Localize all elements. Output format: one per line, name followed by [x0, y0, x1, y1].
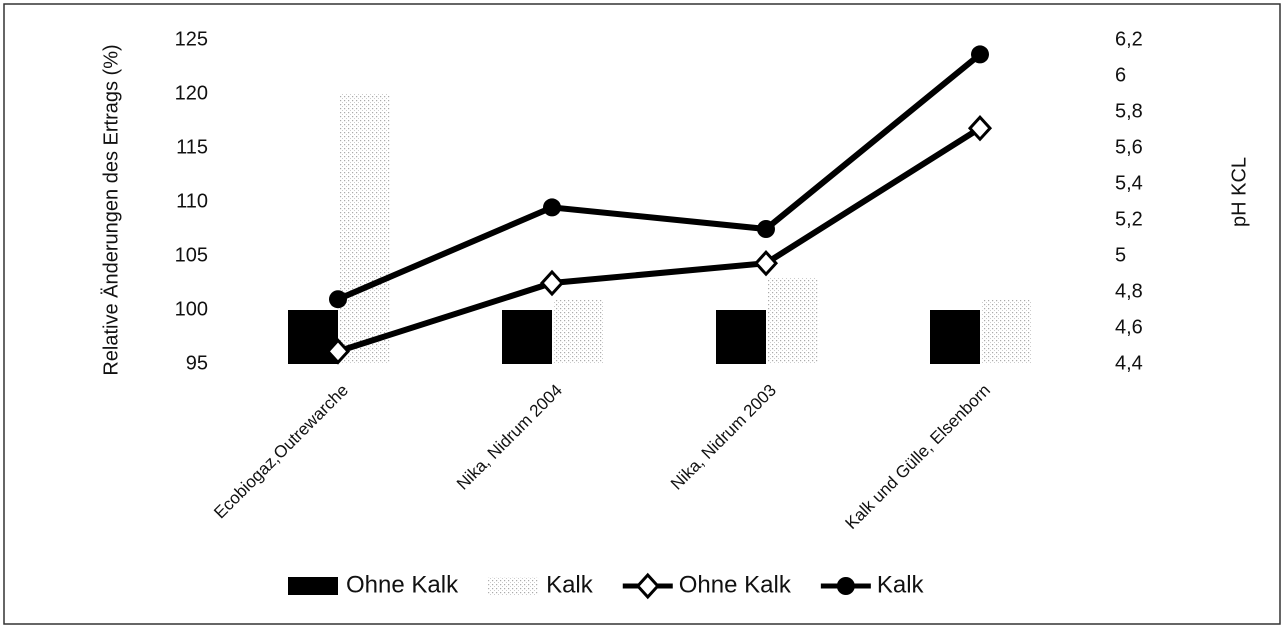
- y2-tick-label: 5,4: [1115, 172, 1143, 194]
- x-tick-label: Ecobiogaz,Outrewarche: [210, 381, 352, 523]
- y2-tick-label: 5: [1115, 244, 1126, 266]
- circle-marker: [836, 577, 855, 595]
- circle-marker: [543, 198, 561, 217]
- y2-tick-label: 6,2: [1115, 28, 1143, 50]
- bar: [768, 277, 818, 364]
- y-tick-label: 105: [175, 244, 208, 266]
- circle-marker: [329, 290, 347, 309]
- bar: [930, 310, 980, 364]
- x-tick-label: Nika, Nidrum 2003: [667, 381, 780, 494]
- bar: [340, 94, 390, 364]
- y-tick-label: 95: [186, 352, 208, 374]
- y2-tick-label: 5,2: [1115, 208, 1143, 230]
- y2-tick-label: 5,8: [1115, 100, 1143, 122]
- x-tick-label: Kalk und Gülle, Elsenborn: [842, 381, 994, 533]
- diamond-marker: [325, 338, 351, 365]
- bar: [554, 299, 604, 364]
- y2-tick-label: 4,6: [1115, 316, 1143, 338]
- y-tick-label: 125: [175, 28, 208, 50]
- legend-label: Ohne Kalk: [679, 571, 792, 598]
- circle-marker: [757, 220, 775, 238]
- legend-swatch: [288, 577, 338, 595]
- y-tick-label: 110: [176, 190, 208, 212]
- legend-label: Ohne Kalk: [346, 571, 459, 598]
- y-tick-label: 120: [175, 82, 208, 104]
- y2-tick-label: 4,4: [1115, 352, 1143, 374]
- frame: [3, 3, 1281, 625]
- circle-marker: [971, 45, 989, 64]
- bar: [716, 310, 766, 364]
- y-tick-label: 115: [176, 136, 208, 158]
- x-tick-label: Nika, Nidrum 2004: [453, 381, 566, 494]
- diamond-marker: [635, 572, 660, 600]
- legend-label: Kalk: [546, 571, 594, 598]
- diamond-marker: [753, 249, 779, 277]
- legend-swatch: [488, 577, 539, 595]
- y2-tick-label: 4,8: [1115, 280, 1143, 302]
- diamond-marker: [539, 269, 565, 297]
- y2-tick-label: 6: [1115, 64, 1126, 86]
- bar: [982, 299, 1032, 364]
- diamond-marker: [967, 114, 993, 142]
- y2-tick-label: 5,6: [1115, 136, 1143, 158]
- bar: [502, 310, 552, 364]
- legend-label: Kalk: [877, 571, 925, 598]
- line: [336, 52, 982, 302]
- y-tick-label: 100: [175, 298, 208, 320]
- line: [337, 125, 982, 355]
- y-axis-title: Relative Änderungen des Ertrags (%): [100, 44, 122, 375]
- y2-axis-title: pH KCL: [1228, 157, 1250, 227]
